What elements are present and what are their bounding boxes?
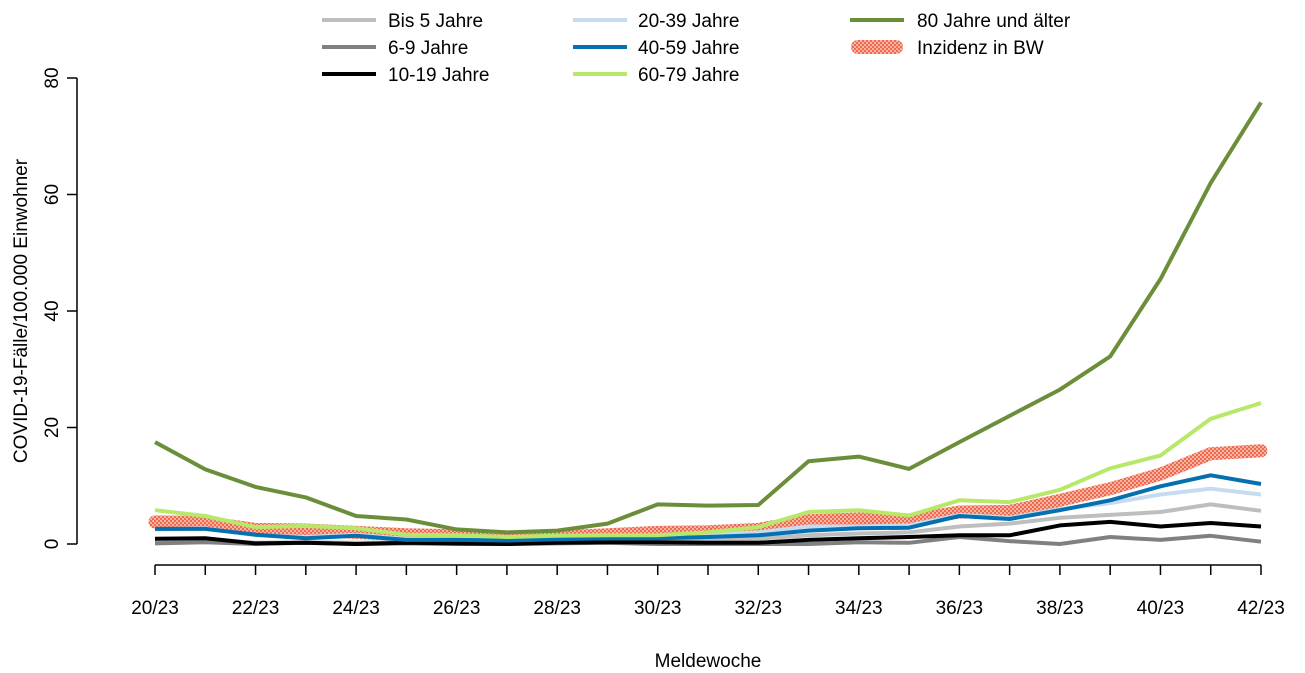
y-tick-label: 0: [42, 539, 63, 550]
x-tick-label: 32/23: [734, 598, 782, 619]
y-tick-label: 20: [42, 417, 63, 438]
legend-label: Bis 5 Jahre: [388, 11, 483, 32]
legend-item: 20-39 Jahre: [573, 11, 739, 32]
x-tick-label: 42/23: [1237, 598, 1285, 619]
series-60-79-jahre: [154, 401, 1262, 539]
x-tick-label: 20/23: [131, 598, 179, 619]
legend-item: 60-79 Jahre: [573, 65, 739, 86]
y-axis-title: COVID-19-Fälle/100.000 Einwohner: [11, 158, 32, 463]
y-tick-label: 60: [42, 184, 63, 205]
legend-item: Inzidenz in BW: [851, 38, 1044, 59]
y-tick-label: 80: [42, 67, 63, 88]
legend-label: 60-79 Jahre: [638, 65, 739, 86]
series-layer: [148, 101, 1268, 546]
x-tick-label: 26/23: [433, 598, 481, 619]
x-tick-label: 28/23: [533, 598, 581, 619]
legend-item: 40-59 Jahre: [573, 38, 739, 59]
legend-label: 6-9 Jahre: [388, 38, 468, 59]
legend-item: 80 Jahre und älter: [850, 11, 1071, 32]
x-tick-label: 36/23: [936, 598, 984, 619]
x-tick-label: 38/23: [1036, 598, 1084, 619]
legend: Bis 5 Jahre 6-9 Jahre 10-19 Jahre 20-39 Jah…: [322, 11, 1071, 86]
series-80-jahre-und-lter: [154, 101, 1263, 535]
x-tick-label: 40/23: [1137, 598, 1185, 619]
series-40-59-jahre: [155, 473, 1262, 543]
legend-item: Bis 5 Jahre: [322, 11, 483, 32]
x-tick-label: 34/23: [835, 598, 883, 619]
legend-label: 10-19 Jahre: [388, 65, 489, 86]
legend-label: 80 Jahre und älter: [917, 11, 1071, 32]
x-axis-title: Meldewoche: [655, 651, 762, 672]
x-axis: 20/23 22/23 24/23 26/23 28/23 30/23 32/23 34/23…: [131, 564, 1285, 619]
legend-item: 10-19 Jahre: [322, 65, 489, 86]
legend-item: 6-9 Jahre: [322, 38, 468, 59]
y-axis: 0 20 40 60 80: [42, 67, 78, 550]
legend-label: 40-59 Jahre: [638, 38, 739, 59]
series-10-19-jahre: [154, 519, 1262, 546]
x-tick-label: 22/23: [232, 598, 280, 619]
legend-label: Inzidenz in BW: [917, 38, 1044, 59]
x-tick-label: 24/23: [332, 598, 380, 619]
y-tick-label: 40: [42, 300, 63, 321]
x-tick-label: 30/23: [634, 598, 682, 619]
legend-label: 20-39 Jahre: [638, 11, 739, 32]
